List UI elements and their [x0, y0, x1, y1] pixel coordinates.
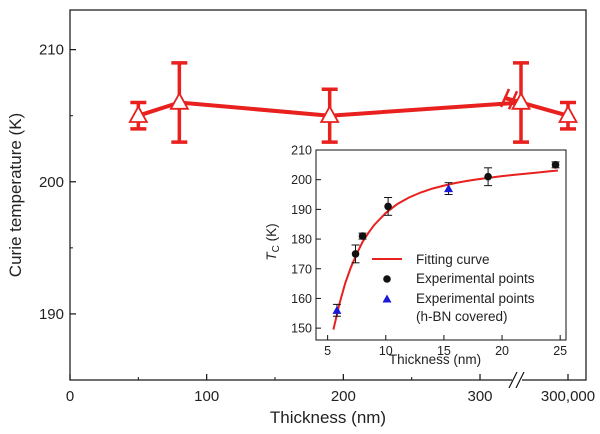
inset-legend: Fitting curve Experimental points Experi… [372, 252, 535, 324]
triangle-marker [510, 91, 532, 110]
line-break-slash [507, 90, 519, 110]
inset-x-ticks: 5 10 15 20 25 [324, 335, 567, 358]
legend-label-fitting-curve: Fitting curve [416, 252, 490, 267]
axis-break-slash [508, 371, 518, 389]
x-tick-label: 300,000 [541, 388, 595, 405]
legend-triangle-swatch [382, 294, 392, 303]
x-tick-label: 100 [194, 388, 219, 405]
y-tick-label: 200 [39, 174, 64, 191]
experimental-point [384, 202, 392, 211]
inset-y-tick-label: 210 [291, 144, 312, 158]
legend-label-hbn-covered: (h-BN covered) [416, 309, 508, 324]
x-tick-label: 300 [467, 388, 492, 405]
inset-series [332, 161, 560, 330]
axis-break-gap [512, 371, 522, 389]
inset-y-tick-label: 200 [291, 173, 312, 187]
inset-x-tick-label: 10 [379, 344, 393, 358]
inset-x-tick-label: 25 [553, 344, 567, 358]
inset-y-ticks: 150 160 170 180 190 200 210 [291, 144, 321, 336]
triangle-marker [319, 104, 340, 123]
triangle-marker [128, 104, 149, 123]
inset-y-tick-label: 190 [291, 203, 312, 217]
axis-break-marks [508, 371, 525, 389]
triangle-marker [169, 91, 190, 110]
experimental-point [358, 232, 367, 240]
experimental-point [551, 161, 560, 169]
legend-circle-swatch [383, 275, 391, 283]
inset-y-tick-label: 160 [291, 292, 312, 306]
hbn-covered-point [332, 305, 342, 314]
hbn-covered-point [444, 184, 454, 193]
axis-break-slash [515, 371, 525, 389]
inset-chart: 5 10 15 20 25 150 160 170 180 190 200 210 Fitting … [264, 144, 567, 368]
main-x-axis-title: Thickness (nm) [270, 408, 386, 427]
inset-y-tick-label: 180 [291, 233, 312, 247]
experimental-point [351, 250, 360, 258]
y-tick-label: 190 [39, 306, 64, 323]
inset-x-axis-title: Thickness (nm) [389, 352, 481, 367]
main-y-axis-title: Curie temperature (K) [6, 113, 25, 277]
y-tick-label: 210 [39, 42, 64, 59]
main-y-ticks: 190 200 210 [39, 42, 76, 323]
legend-label-experimental: Experimental points [416, 271, 535, 286]
line-break-slash [499, 88, 511, 108]
legend-label-experimental-hbn: Experimental points [416, 291, 535, 306]
inset-y-tick-label: 150 [291, 322, 312, 336]
main-chart: 0 100 200 300 300,000 190 200 210 Thickness (n… [6, 9, 595, 427]
inset-y-axis-title: TC (K) [264, 223, 282, 260]
inset-x-tick-label: 5 [324, 344, 331, 358]
experimental-point [484, 172, 492, 181]
inset-y-tick-label: 170 [291, 262, 312, 276]
main-series [128, 61, 579, 144]
x-tick-label: 200 [331, 388, 356, 405]
inset-x-tick-label: 15 [437, 344, 451, 358]
main-plot-frame [69, 9, 587, 381]
inset-x-tick-label: 20 [495, 344, 509, 358]
triangle-marker [557, 104, 579, 123]
x-tick-label: 0 [66, 388, 74, 405]
main-x-ticks: 0 100 200 300 300,000 [66, 374, 595, 405]
